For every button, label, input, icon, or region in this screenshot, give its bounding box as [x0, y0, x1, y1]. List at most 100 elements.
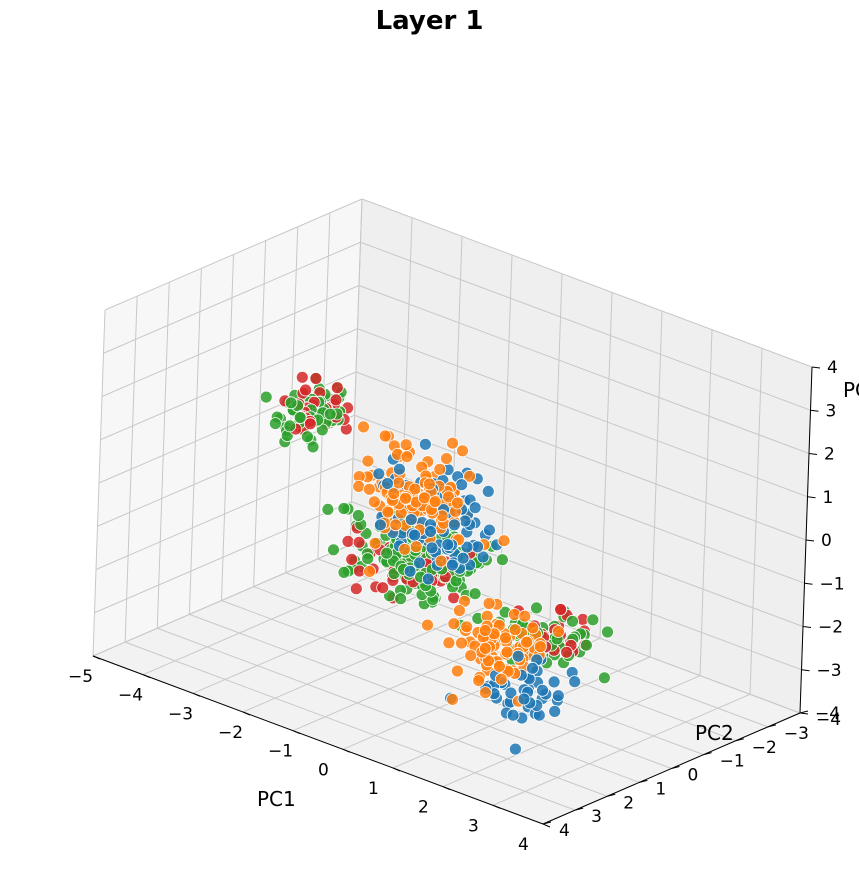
data-point — [399, 438, 413, 452]
x-tick-label: −5 — [68, 667, 93, 687]
data-point — [323, 407, 337, 421]
grid-line — [253, 586, 704, 756]
z-tick-label: −4 — [815, 704, 840, 724]
data-point — [499, 631, 512, 645]
y-tick-label: −3 — [784, 724, 809, 744]
z-tick-label: 2 — [824, 445, 835, 465]
z-tick-mark — [805, 539, 815, 542]
grid-line — [92, 544, 351, 657]
z-axis-label: PC3 — [843, 378, 859, 402]
y-tick-mark — [735, 738, 744, 742]
y-tick-mark — [703, 752, 712, 756]
data-point — [404, 513, 418, 526]
data-point — [472, 674, 486, 687]
data-point — [446, 693, 459, 706]
data-point — [345, 553, 359, 566]
y-axis-label: PC2 — [695, 721, 734, 745]
z-tick-mark — [804, 582, 813, 585]
y-tick-label: 2 — [623, 793, 634, 813]
data-point — [455, 478, 469, 492]
data-point — [367, 495, 381, 509]
grid-line — [221, 600, 672, 769]
z-tick-label: 4 — [827, 358, 838, 378]
data-point — [464, 649, 478, 662]
data-point — [381, 505, 395, 519]
data-point — [518, 609, 532, 623]
data-point — [482, 597, 496, 610]
data-point — [400, 450, 414, 464]
data-point — [387, 487, 401, 501]
data-point — [422, 477, 436, 491]
data-point — [478, 686, 492, 699]
data-point — [412, 556, 426, 570]
data-point — [408, 482, 422, 496]
data-point — [372, 467, 386, 481]
y-tick-mark — [575, 807, 584, 811]
z-tick-label: −3 — [817, 661, 842, 681]
data-point — [424, 525, 437, 538]
data-point — [376, 581, 390, 595]
data-point — [460, 540, 474, 554]
data-point — [373, 518, 387, 532]
y-tick-label: −1 — [720, 752, 745, 772]
data-point — [284, 396, 298, 410]
data-point — [442, 490, 455, 504]
data-point — [349, 582, 363, 596]
data-point — [418, 437, 432, 451]
data-point — [337, 502, 351, 515]
z-tick-mark — [801, 669, 810, 672]
z-tick-mark — [807, 496, 816, 499]
x-axis-label: PC1 — [257, 787, 296, 811]
y-tick-label: −2 — [752, 738, 777, 758]
data-point — [299, 383, 313, 397]
z-tick-label: 0 — [821, 531, 832, 551]
data-point — [368, 536, 382, 550]
data-point — [380, 546, 394, 560]
data-point — [504, 686, 518, 700]
data-point — [460, 620, 474, 634]
z-tick-mark — [810, 409, 819, 412]
data-point — [492, 660, 506, 673]
x-tick-mark — [342, 748, 351, 753]
data-point — [456, 551, 470, 565]
data-point — [403, 564, 417, 578]
grid-line — [103, 241, 361, 354]
data-point — [450, 496, 464, 510]
data-point — [361, 552, 375, 566]
data-point — [352, 479, 366, 493]
grid-line — [100, 328, 358, 441]
data-point — [517, 692, 531, 706]
data-point — [309, 372, 323, 385]
data-point — [511, 649, 525, 663]
data-point — [421, 618, 434, 632]
data-point — [442, 636, 456, 650]
data-point — [440, 452, 453, 466]
z-tick-mark — [811, 366, 821, 369]
data-point — [534, 640, 547, 654]
data-point — [494, 672, 508, 686]
y-tick-label: 1 — [655, 779, 666, 799]
grid-line — [355, 371, 807, 541]
z-tick-label: 3 — [826, 401, 837, 421]
data-point — [478, 642, 492, 655]
data-point — [586, 613, 600, 627]
data-point — [378, 429, 392, 443]
data-point — [446, 436, 459, 450]
data-point — [547, 675, 561, 689]
data-point — [362, 482, 376, 496]
data-point — [478, 624, 492, 637]
data-point — [452, 604, 466, 617]
data-point — [357, 420, 370, 434]
x-tick-label: −4 — [118, 686, 143, 706]
data-point — [351, 509, 365, 522]
y-tick-mark — [607, 793, 616, 797]
y-tick-label: 3 — [591, 807, 602, 827]
data-point — [389, 518, 403, 532]
data-point — [458, 514, 472, 528]
data-point — [568, 675, 582, 689]
grid-line — [361, 198, 813, 368]
data-point — [447, 617, 461, 631]
data-point — [409, 540, 423, 554]
data-point — [421, 572, 435, 586]
